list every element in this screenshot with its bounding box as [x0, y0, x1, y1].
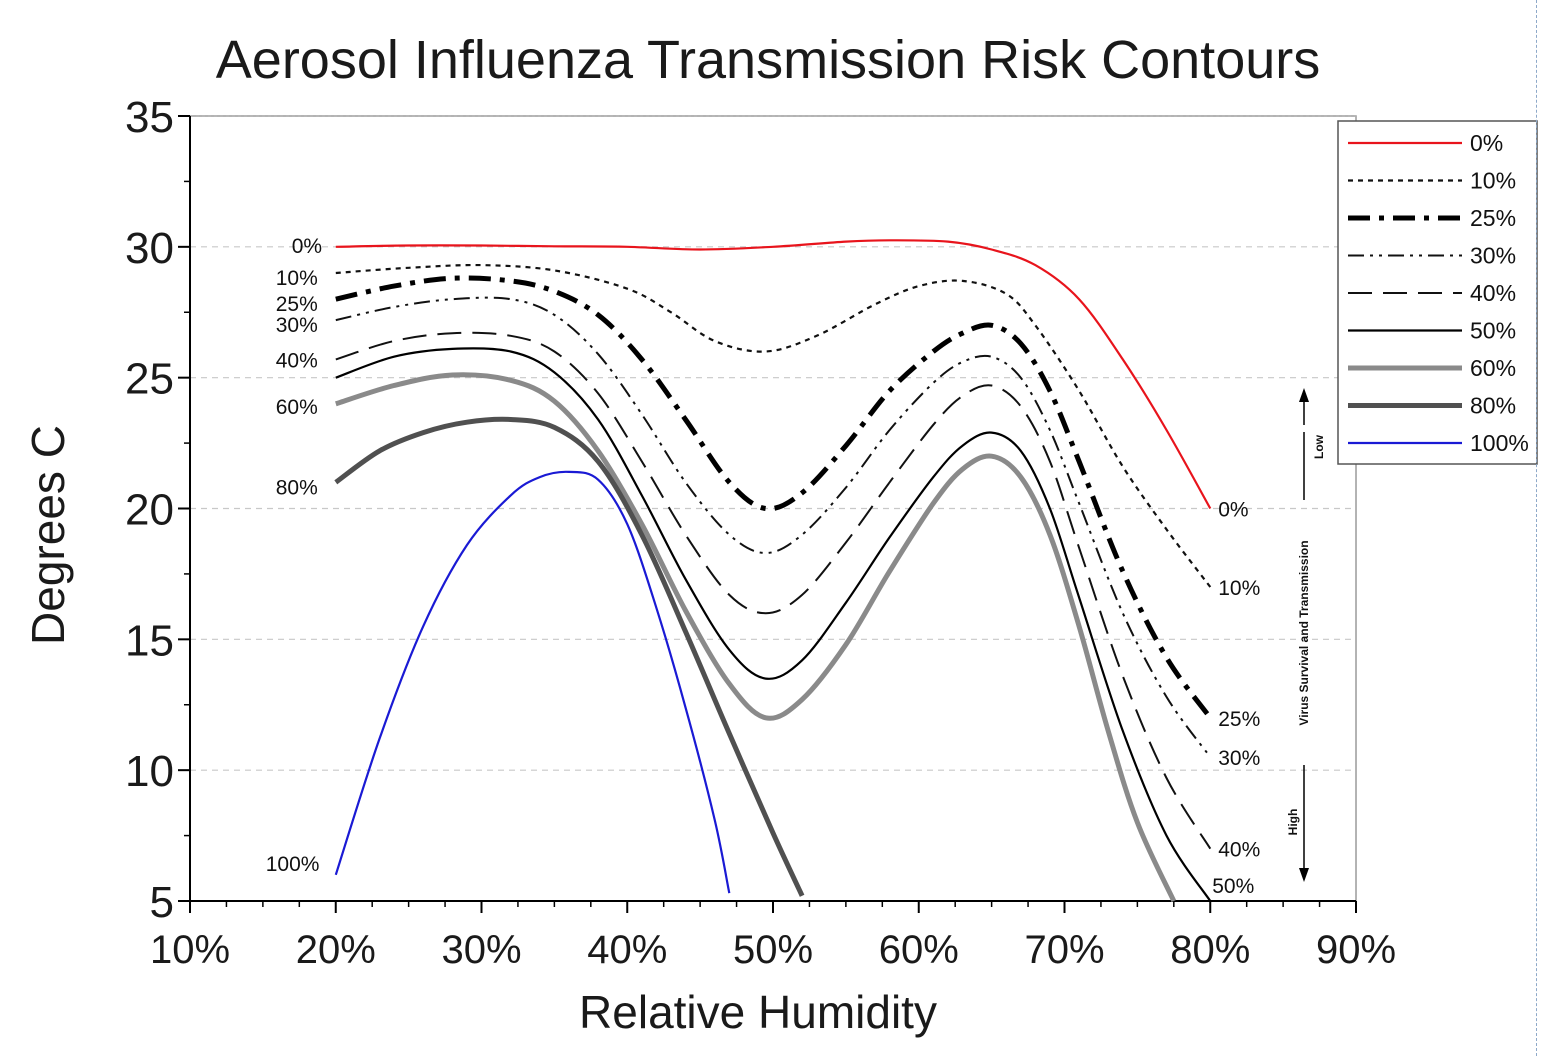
series-line-10pct [335, 263, 1212, 588]
low-label: Low [1312, 434, 1326, 459]
curve-end-label: 40% [1218, 839, 1260, 862]
series-group [334, 239, 1213, 903]
legend-label: 40% [1470, 280, 1516, 306]
x-tick-label: 30% [441, 928, 521, 972]
side-annotation: Low Virus Survival and Transmission High [1286, 388, 1326, 882]
legend-label: 25% [1470, 205, 1516, 231]
series-line-60pct [335, 372, 1177, 903]
survival-label: Virus Survival and Transmission [1297, 540, 1311, 725]
curve-end-label: 50% [1212, 875, 1254, 898]
y-tick-label: 5 [150, 878, 174, 927]
legend-label: 10% [1470, 168, 1516, 194]
legend-label: 80% [1470, 393, 1516, 419]
curve-end-label: 0% [1218, 499, 1248, 522]
curve-start-label: 100% [266, 853, 320, 876]
curve-start-label: 40% [276, 349, 318, 372]
series-line-80pct [334, 416, 805, 897]
x-tick-label: 90% [1316, 928, 1396, 972]
y-tick-label: 30 [125, 224, 174, 273]
series-line-30pct [335, 296, 1212, 758]
x-tick-label: 50% [733, 928, 813, 972]
x-tick-label: 10% [150, 928, 230, 972]
series-line-25pct [335, 275, 1213, 720]
y-tick-label: 10 [125, 747, 174, 796]
arrow-up-head [1299, 388, 1309, 402]
series-line-100pct [334, 470, 731, 894]
high-label: High [1286, 809, 1300, 836]
chart-title: Aerosol Influenza Transmission Risk Cont… [216, 30, 1320, 90]
y-tick-label: 25 [125, 355, 174, 404]
legend-label: 50% [1470, 318, 1516, 344]
x-tick-label: 70% [1024, 928, 1104, 972]
x-tick-label: 40% [587, 928, 667, 972]
curve-labels: 0%0%10%10%25%25%30%30%40%40%50%60%80%100… [266, 235, 1261, 898]
y-axis-label: Degrees C [22, 425, 74, 645]
series-line-40pct [335, 331, 1212, 850]
curve-start-label: 60% [276, 396, 318, 419]
curve-start-label: 0% [292, 235, 322, 258]
x-tick-label: 60% [879, 928, 959, 972]
legend-label: 100% [1470, 430, 1529, 456]
arrow-down-head [1299, 868, 1309, 882]
axes: 5 10 15 20 25 30 35 10% 20% 30% 40% 50% 60% 70% 80% 90% [125, 93, 1396, 972]
legend-label: 0% [1470, 130, 1503, 156]
curve-end-label: 10% [1218, 577, 1260, 600]
legend: 0% 10% 25% 30% 40% 50% 60% 80% 100% [1337, 120, 1538, 465]
curve-start-label: 25% [276, 293, 318, 316]
curve-start-label: 30% [276, 314, 318, 337]
y-tick-label: 20 [125, 486, 174, 535]
curve-end-label: 25% [1218, 708, 1260, 731]
y-tick-label: 15 [125, 616, 174, 665]
page-edge-divider [1536, 0, 1539, 1056]
gridlines [190, 115, 1356, 771]
y-tick-label: 35 [125, 93, 174, 142]
curve-end-label: 30% [1218, 747, 1260, 770]
series-line-50pct [335, 347, 1212, 902]
x-axis-label: Relative Humidity [579, 986, 937, 1038]
legend-label: 60% [1470, 355, 1516, 381]
series-line-0pct [335, 239, 1212, 510]
curve-start-label: 10% [276, 267, 318, 290]
x-tick-label: 20% [296, 928, 376, 972]
x-tick-label: 80% [1170, 928, 1250, 972]
legend-label: 30% [1470, 243, 1516, 269]
curve-start-label: 80% [276, 476, 318, 499]
